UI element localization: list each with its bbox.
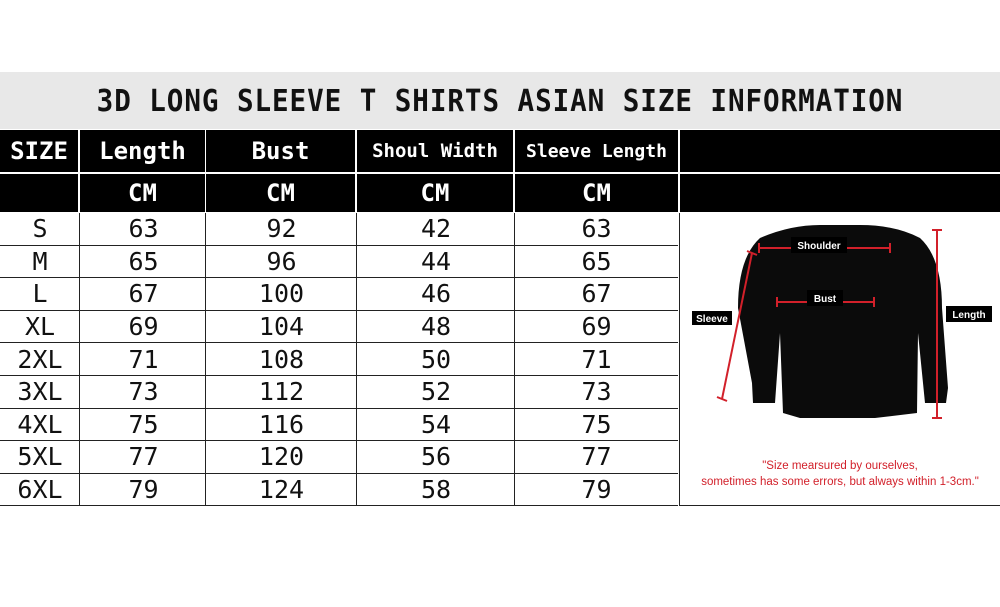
- unit-header: CM: [515, 174, 678, 212]
- measurement-cell: 100: [206, 278, 357, 311]
- measurement-note-line2: sometimes has some errors, but always wi…: [701, 476, 979, 488]
- table-bottom-border: [680, 505, 1000, 506]
- measurement-cell: 92: [206, 213, 357, 246]
- measurement-cell: 79: [80, 474, 207, 507]
- size-cell: 3XL: [0, 376, 80, 409]
- measurement-cell: 79: [515, 474, 678, 507]
- measurement-cell: 52: [357, 376, 515, 409]
- measurement-cell: 54: [357, 409, 515, 442]
- size-cell: 6XL: [0, 474, 80, 507]
- sweater-illustration: Shoulder Bust Sleeve Length: [692, 225, 992, 419]
- measurement-cell: 67: [80, 278, 207, 311]
- measurement-cell: 112: [206, 376, 357, 409]
- header-filler: [680, 174, 1000, 212]
- measurement-cell: 120: [206, 441, 357, 474]
- column-divider: [514, 213, 515, 506]
- measurement-cell: 124: [206, 474, 357, 507]
- column-header: Sleeve Length: [515, 130, 678, 172]
- column-divider: [679, 213, 680, 506]
- title-band: [0, 72, 1000, 129]
- measurement-cell: 69: [515, 311, 678, 344]
- label-sleeve: Sleeve: [696, 314, 728, 325]
- measurement-cell: 73: [515, 376, 678, 409]
- measurement-cell: 104: [206, 311, 357, 344]
- measurement-cell: 69: [80, 311, 207, 344]
- size-cell: 5XL: [0, 441, 80, 474]
- size-cell: XL: [0, 311, 80, 344]
- size-cell: L: [0, 278, 80, 311]
- chart-title: 3D LONG SLEEVE T SHIRTS ASIAN SIZE INFOR…: [96, 84, 904, 119]
- column-divider: [356, 213, 357, 506]
- label-bust: Bust: [814, 294, 837, 305]
- column-header: Bust: [206, 130, 355, 172]
- size-cell: 2XL: [0, 343, 80, 376]
- measurement-cell: 71: [515, 343, 678, 376]
- measurement-cell: 67: [515, 278, 678, 311]
- label-length: Length: [952, 310, 985, 321]
- column-header: Shoul Width: [357, 130, 513, 172]
- header-filler: [680, 130, 1000, 172]
- measurement-cell: 63: [80, 213, 207, 246]
- sweater-diagram: Shoulder Bust Sleeve Length "Size mearsu…: [680, 213, 1000, 505]
- measurement-cell: 46: [357, 278, 515, 311]
- measurement-cell: 75: [80, 409, 207, 442]
- measurement-cell: 48: [357, 311, 515, 344]
- measurement-cell: 63: [515, 213, 678, 246]
- measurement-cell: 65: [80, 246, 207, 279]
- measurement-note-line1: "Size mearsured by ourselves,: [762, 460, 918, 472]
- label-shoulder: Shoulder: [797, 241, 840, 252]
- unit-header: CM: [206, 174, 355, 212]
- column-header: Length: [80, 130, 205, 172]
- column-divider: [79, 213, 80, 506]
- unit-header: CM: [357, 174, 513, 212]
- unit-header: CM: [80, 174, 205, 212]
- measurement-cell: 44: [357, 246, 515, 279]
- size-cell: S: [0, 213, 80, 246]
- measurement-cell: 56: [357, 441, 515, 474]
- unit-header: [0, 174, 78, 212]
- measurement-cell: 75: [515, 409, 678, 442]
- measurement-cell: 71: [80, 343, 207, 376]
- column-divider: [205, 213, 206, 506]
- measurement-cell: 58: [357, 474, 515, 507]
- measurement-cell: 73: [80, 376, 207, 409]
- measurement-cell: 116: [206, 409, 357, 442]
- column-header: SIZE: [0, 130, 78, 172]
- measurement-cell: 77: [80, 441, 207, 474]
- measurement-cell: 50: [357, 343, 515, 376]
- measurement-cell: 108: [206, 343, 357, 376]
- measurement-cell: 42: [357, 213, 515, 246]
- measurement-cell: 77: [515, 441, 678, 474]
- measurement-cell: 96: [206, 246, 357, 279]
- measurement-cell: 65: [515, 246, 678, 279]
- size-cell: 4XL: [0, 409, 80, 442]
- size-cell: M: [0, 246, 80, 279]
